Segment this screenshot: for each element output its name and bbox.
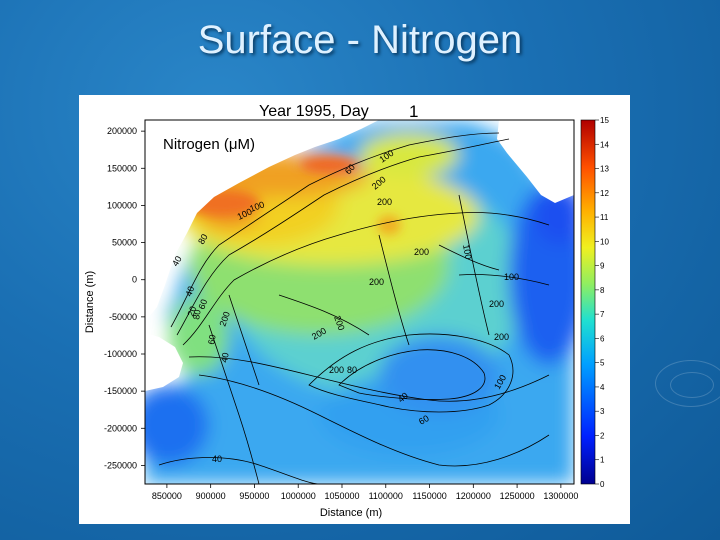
colorbar-tick-label: 7 xyxy=(600,310,605,319)
contour-label: 80 xyxy=(191,309,203,321)
contour-label: 200 xyxy=(332,314,347,332)
contour-label: 40 xyxy=(183,285,196,298)
y-tick-label: 50000 xyxy=(112,238,137,248)
x-tick-label: 1150000 xyxy=(412,491,446,501)
x-tick-label: 1050000 xyxy=(324,491,359,501)
colorbar-tick-label: 8 xyxy=(600,286,605,295)
x-tick-label: 1200000 xyxy=(456,491,491,501)
y-tick-label: 100000 xyxy=(107,200,137,210)
contour-label: 20 xyxy=(185,305,198,318)
colorbar-tick-label: 6 xyxy=(600,334,605,343)
contour-label: 40 xyxy=(219,352,231,364)
plot-frame xyxy=(144,119,575,485)
contour-label: 200 xyxy=(489,299,504,309)
colorbar-tick-label: 4 xyxy=(600,383,605,392)
contour-label: 60 xyxy=(196,298,209,311)
y-tick-label: -100000 xyxy=(104,349,137,359)
y-tick-label: -150000 xyxy=(104,386,137,396)
chart-day-value: 1 xyxy=(409,102,418,121)
colorbar-tick-label: 5 xyxy=(600,359,605,368)
chart-panel: Year 1995, Day 1 xyxy=(79,95,630,524)
contour-label: 60 xyxy=(206,334,218,346)
colorbar-tick-label: 1 xyxy=(600,456,605,465)
y-axis-label: Distance (m) xyxy=(84,271,96,333)
colorbar-tick-label: 0 xyxy=(600,480,605,489)
colorbar-tick-label: 9 xyxy=(600,262,605,271)
contour-label: 200 xyxy=(217,310,232,328)
contour-label: 200 xyxy=(369,277,384,287)
x-tick-label: 900000 xyxy=(196,491,226,501)
nitrogen-chart: Year 1995, Day 1 xyxy=(84,102,609,519)
colorbar-tick-label: 10 xyxy=(600,237,609,246)
ripple-decor-1 xyxy=(655,360,720,407)
contour-label: 200 xyxy=(494,332,509,342)
y-tick-label: 150000 xyxy=(107,163,137,173)
colorbar-tick-label: 12 xyxy=(600,189,609,198)
x-tick-label: 850000 xyxy=(152,491,182,501)
colorbar-tick-label: 14 xyxy=(600,140,609,149)
contour-label: 200 xyxy=(377,197,392,207)
contour-labels: 100 100 200 60 40 80 20 100 200 100 200 … xyxy=(170,148,519,464)
slide-title: Surface - Nitrogen xyxy=(197,18,523,62)
x-axis: 850000 900000 950000 1000000 1050000 1100000 1… xyxy=(152,484,578,501)
x-tick-label: 1250000 xyxy=(500,491,535,501)
ripple-decor-2 xyxy=(670,372,714,398)
x-axis-label: Distance (m) xyxy=(320,507,382,519)
contour-label: 80 xyxy=(347,365,357,375)
x-tick-label: 1100000 xyxy=(369,491,403,501)
y-tick-label: -250000 xyxy=(104,460,137,470)
contour-label: 40 xyxy=(170,254,184,268)
x-tick-label: 950000 xyxy=(239,491,269,501)
y-axis: 200000 150000 100000 50000 0 -50000 -100000 -15… xyxy=(104,126,145,470)
chart-title: Year 1995, Day xyxy=(259,103,369,120)
colorbar xyxy=(580,119,596,485)
land-north xyxy=(145,120,379,321)
y-tick-label: -200000 xyxy=(104,423,137,433)
contour-label: 200 xyxy=(414,247,429,257)
contour-label: 100 xyxy=(248,199,266,214)
x-tick-label: 1300000 xyxy=(543,491,578,501)
variable-label: Nitrogen (μM) xyxy=(163,136,255,153)
colorbar-tick-label: 3 xyxy=(600,407,605,416)
contour-label: 80 xyxy=(196,232,210,246)
contour-label: 100 xyxy=(504,272,519,282)
contour-label: 200 xyxy=(329,365,344,375)
contour-label: 100 xyxy=(461,244,473,261)
contour-label: 40 xyxy=(396,390,410,404)
land-west xyxy=(145,333,183,391)
contour-label: 40 xyxy=(212,454,222,464)
x-tick-label: 1000000 xyxy=(281,491,316,501)
colorbar-tick-label: 15 xyxy=(600,116,609,125)
colorbar-tick-label: 13 xyxy=(600,165,609,174)
heatmap-field: 100 100 200 60 40 80 20 100 200 100 200 … xyxy=(145,120,574,484)
y-tick-label: 200000 xyxy=(107,126,137,136)
contour-label: 60 xyxy=(343,162,357,176)
colorbar-tick-label: 2 xyxy=(600,431,605,440)
colorbar-tick-label: 11 xyxy=(600,213,609,222)
y-tick-label: 0 xyxy=(132,275,137,285)
contour-label: 60 xyxy=(417,413,431,427)
y-tick-label: -50000 xyxy=(109,312,137,322)
contour-lines xyxy=(158,132,550,484)
land-northeast xyxy=(497,120,574,203)
